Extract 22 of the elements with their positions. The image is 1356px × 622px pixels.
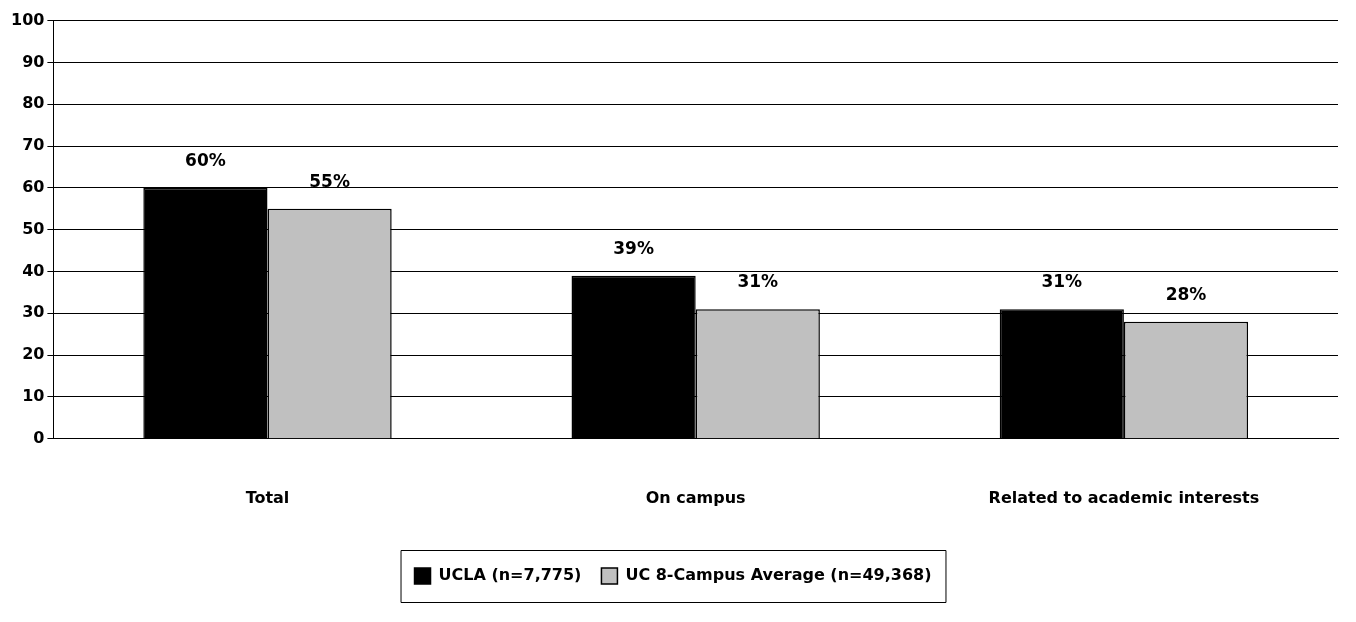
legend-label: UC 8-Campus Average (n=49,368)	[625, 565, 932, 585]
y-tick-label: 0	[33, 427, 45, 447]
x-tick-label: Total	[245, 487, 290, 507]
y-tick-label: 10	[22, 386, 45, 406]
y-tick-label: 60	[22, 177, 45, 197]
data-label: 31%	[737, 271, 779, 292]
y-tick-label: 30	[22, 302, 45, 322]
data-label: 28%	[1165, 283, 1207, 304]
y-tick-label: 40	[22, 260, 45, 280]
y-tick-label: 100	[10, 9, 45, 29]
y-tick-label: 90	[22, 51, 45, 71]
data-label: 60%	[185, 149, 226, 170]
data-label: 31%	[1041, 271, 1083, 292]
y-tick-label: 20	[22, 344, 45, 364]
x-tick-label: Related to academic interests	[988, 487, 1260, 507]
y-tick-label: 80	[22, 93, 45, 113]
data-label: 55%	[309, 170, 350, 191]
y-tick-label: 50	[22, 218, 45, 238]
x-tick-label: On campus	[645, 487, 746, 507]
legend-label: UCLA (n=7,775)	[438, 565, 582, 585]
y-tick-label: 70	[22, 135, 45, 155]
data-label: 39%	[613, 237, 654, 258]
